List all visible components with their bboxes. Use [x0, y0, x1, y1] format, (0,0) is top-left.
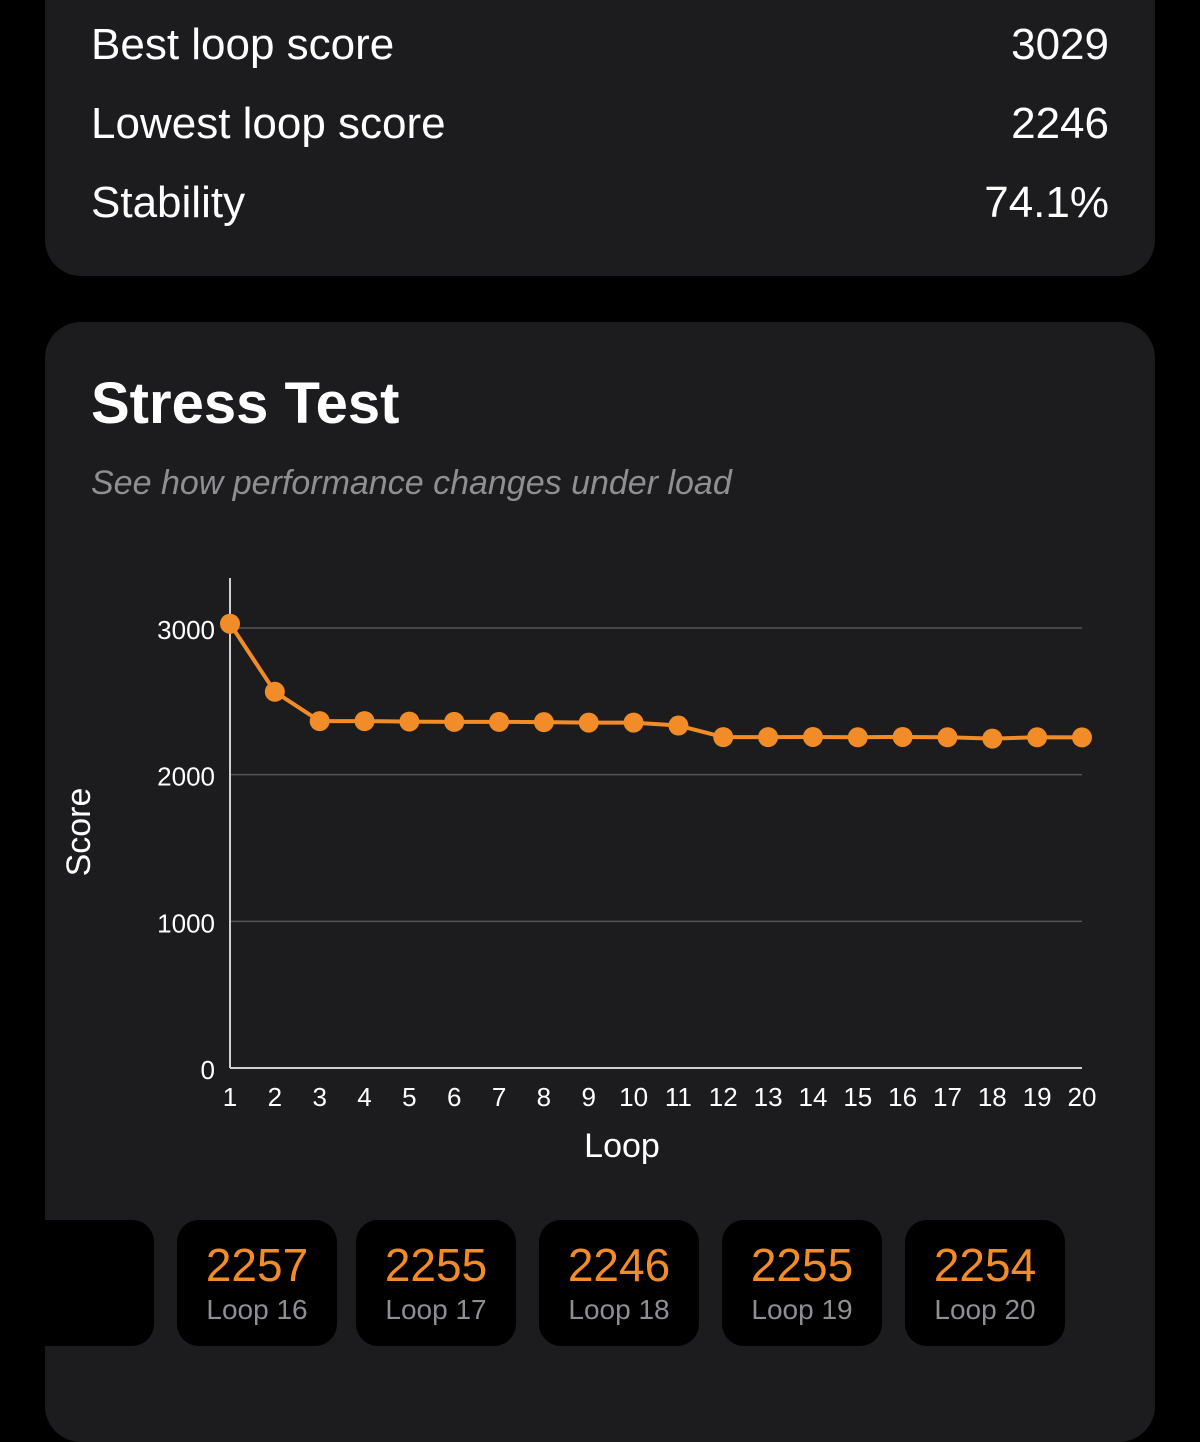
score-series [220, 613, 1092, 749]
best-loop-score-row: Best loop score 3029 [91, 15, 1109, 75]
data-point [309, 711, 330, 732]
y-tick-label: 1000 [157, 908, 215, 938]
x-tick-label: 15 [843, 1082, 872, 1112]
loop-chip-label: Loop 20 [934, 1294, 1036, 1325]
x-axis-label: Loop [584, 1127, 660, 1165]
stress-test-subtitle: See how performance changes under load [91, 464, 732, 502]
x-tick-labels: 1 2 3 4 5 6 7 8 9 10 11 12 13 14 15 16 17 18 19 20 [223, 1082, 1097, 1112]
data-point [713, 727, 734, 748]
data-point [220, 613, 240, 634]
y-tick-label: 2000 [157, 762, 215, 792]
loop-chip[interactable]: 2255 Loop 17 [356, 1220, 516, 1346]
loop-chip-partial[interactable] [45, 1220, 154, 1346]
data-point [264, 681, 285, 702]
x-tick-label: 11 [665, 1082, 692, 1112]
x-tick-label: 3 [312, 1082, 326, 1112]
data-point [444, 711, 465, 732]
y-axis-label: Score [60, 788, 98, 877]
x-tick-label: 20 [1068, 1082, 1097, 1112]
x-tick-label: 16 [888, 1082, 917, 1112]
data-point [578, 712, 599, 733]
data-point [937, 727, 958, 748]
loop-chips-scroller[interactable]: 2257 Loop 16 2255 Loop 17 2246 Loop 18 2… [45, 1220, 1155, 1346]
loop-chip[interactable]: 2246 Loop 18 [539, 1220, 699, 1346]
data-point [892, 726, 913, 747]
chart-grid [230, 627, 1082, 923]
x-tick-label: 6 [447, 1082, 461, 1112]
y-tick-labels: 0 1000 2000 3000 [157, 615, 215, 1085]
data-point [354, 711, 375, 732]
x-tick-label: 2 [268, 1082, 282, 1112]
data-point [399, 711, 420, 732]
x-tick-label: 5 [402, 1082, 416, 1112]
loop-chip-label: Loop 19 [751, 1294, 853, 1325]
x-tick-label: 4 [357, 1082, 371, 1112]
data-point [758, 727, 779, 748]
loop-chip-value: 2257 [205, 1239, 309, 1291]
x-tick-label: 12 [709, 1082, 738, 1112]
y-tick-label: 0 [201, 1055, 215, 1085]
y-tick-label: 3000 [157, 615, 215, 645]
stability-value: 74.1% [984, 178, 1109, 227]
loop-chip-value: 2255 [750, 1239, 854, 1291]
data-point [668, 715, 689, 736]
best-loop-score-value: 3029 [1011, 20, 1109, 69]
loop-chip[interactable]: 2254 Loop 20 [905, 1220, 1065, 1346]
stability-row: Stability 74.1% [91, 173, 1109, 233]
loop-chip-label: Loop 17 [385, 1294, 487, 1325]
stability-label: Stability [91, 178, 246, 227]
loop-chip-value: 2254 [933, 1239, 1037, 1291]
best-loop-score-label: Best loop score [91, 20, 395, 69]
stress-test-title: Stress Test [91, 371, 400, 436]
x-tick-label: 10 [619, 1082, 648, 1112]
x-tick-label: 7 [492, 1082, 506, 1112]
data-point [982, 728, 1003, 749]
x-tick-label: 9 [582, 1082, 596, 1112]
data-point [802, 726, 823, 747]
loop-chip-value: 2255 [384, 1239, 488, 1291]
x-tick-label: 19 [1023, 1082, 1052, 1112]
data-point [1027, 727, 1048, 748]
loop-chip-label: Loop 18 [568, 1294, 670, 1325]
x-tick-label: 1 [223, 1082, 237, 1112]
loop-chip-value: 2246 [567, 1239, 671, 1291]
loop-chip-label: Loop 16 [206, 1294, 308, 1325]
data-point [1072, 727, 1092, 748]
x-tick-label: 8 [537, 1082, 551, 1112]
stress-test-card: Stress Test See how performance changes … [45, 322, 1155, 1442]
lowest-loop-score-value: 2246 [1011, 99, 1109, 148]
loop-chip[interactable]: 2257 Loop 16 [177, 1220, 337, 1346]
x-tick-label: 14 [798, 1082, 827, 1112]
x-tick-label: 13 [754, 1082, 783, 1112]
data-point [623, 712, 644, 733]
summary-card: Best loop score 3029 Lowest loop score 2… [45, 0, 1155, 276]
loop-chip[interactable]: 2255 Loop 19 [722, 1220, 882, 1346]
lowest-loop-score-label: Lowest loop score [91, 99, 446, 148]
data-point [533, 712, 554, 733]
x-tick-label: 17 [933, 1082, 962, 1112]
x-tick-label: 18 [978, 1082, 1007, 1112]
lowest-loop-score-row: Lowest loop score 2246 [91, 94, 1109, 154]
data-point [847, 727, 868, 748]
data-point [489, 711, 510, 732]
